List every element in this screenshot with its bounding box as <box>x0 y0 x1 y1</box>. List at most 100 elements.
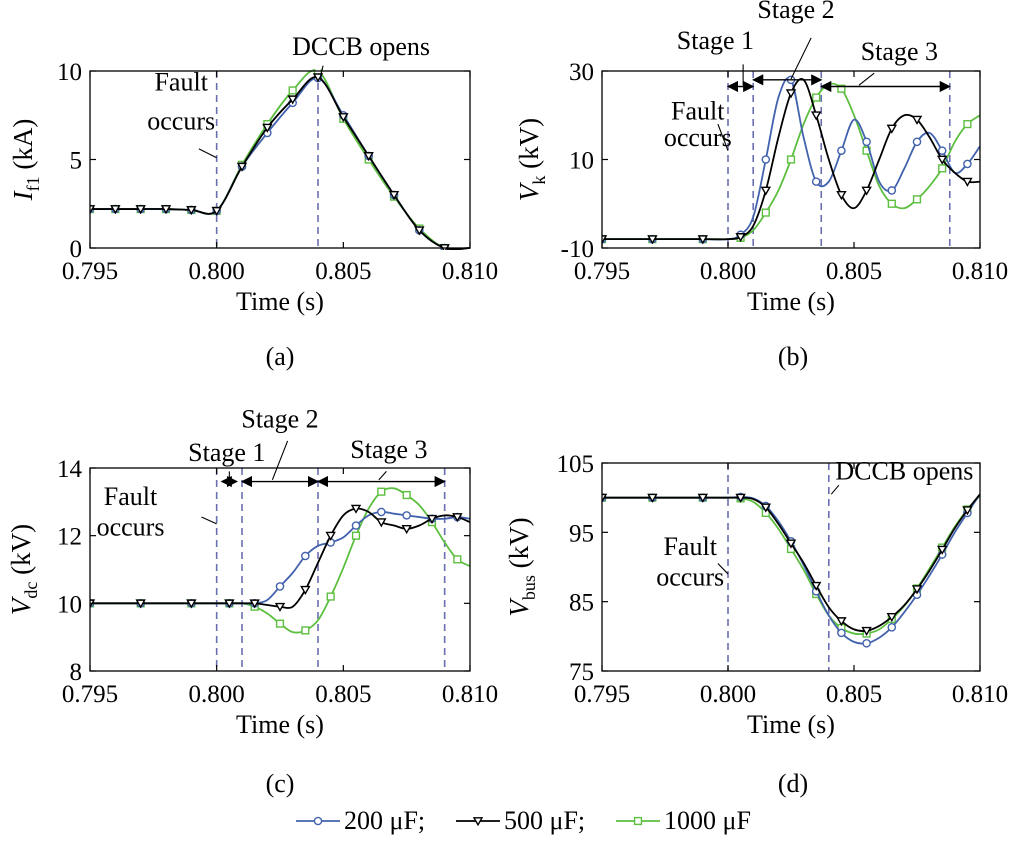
x-tick-label-b-3: 0.810 <box>952 258 1008 285</box>
annotation-leader-d-0 <box>717 563 729 575</box>
legend-marker-200 <box>313 816 323 826</box>
annotation-b-0: Fault <box>671 97 725 126</box>
x-tick-label-c-3: 0.810 <box>442 681 498 708</box>
data-point-b-1000-24 <box>963 119 972 129</box>
data-point-b-500-6 <box>735 233 746 243</box>
annotation-leader-a-1 <box>319 65 324 77</box>
data-point-d-500-4 <box>697 493 709 503</box>
data-point-c-200-10 <box>275 582 285 591</box>
data-point-a-500-3 <box>160 205 172 215</box>
series-group-b <box>602 75 980 245</box>
data-point-d-500-18 <box>886 613 898 623</box>
y-axis-label-main-b: V <box>514 181 544 201</box>
data-point-c-1000-10 <box>275 619 285 628</box>
annotation-leader-b-2 <box>790 37 812 80</box>
annotation-b-2: Stage 1 <box>677 26 754 55</box>
y-tick-label-c-1: 10 <box>57 591 82 618</box>
data-point-d-200-18 <box>887 623 897 632</box>
y-tick-label-c-3: 14 <box>57 456 83 483</box>
data-point-c-500-12 <box>300 585 311 596</box>
annotation-leader-c-2 <box>271 440 289 481</box>
x-tick-label-b-2: 0.805 <box>826 258 882 285</box>
data-point-c-500-14 <box>325 531 336 541</box>
panel-caption-a: (a) <box>266 342 295 371</box>
data-point-c-500-18 <box>376 518 387 528</box>
data-point-b-500-14 <box>836 191 847 201</box>
data-point-c-1000-24 <box>453 555 462 564</box>
x-tick-label-b-0: 0.795 <box>574 258 630 285</box>
data-point-a-500-6 <box>236 162 248 172</box>
data-point-b-1000-8 <box>761 208 770 217</box>
annotation-c-2: Stage 1 <box>188 438 265 467</box>
y-tick-label-a-2: 10 <box>57 59 82 86</box>
annotation-leader-c-0 <box>201 516 217 525</box>
x-tick-label-c-1: 0.800 <box>189 681 245 708</box>
series-group-a <box>90 69 470 250</box>
data-point-c-1000-12 <box>301 626 310 635</box>
data-point-b-200-16 <box>862 137 871 147</box>
annotation-c-0: Fault <box>104 482 158 511</box>
data-point-b-1000-12 <box>812 93 821 102</box>
x-tick-label-a-0: 0.795 <box>62 258 118 285</box>
data-point-b-500-16 <box>861 186 872 196</box>
y-tick-label-a-0: 0 <box>70 236 83 263</box>
annotation-b-3: Stage 2 <box>757 0 834 24</box>
data-point-a-1000-8 <box>288 86 297 95</box>
y-tick-label-a-1: 5 <box>70 148 83 175</box>
data-point-b-500-8 <box>760 186 772 196</box>
data-point-d-500-8 <box>760 503 772 513</box>
data-point-b-200-18 <box>887 186 897 195</box>
data-point-b-500-20 <box>911 115 923 125</box>
data-point-c-500-20 <box>401 525 412 535</box>
y-tick-label-c-0: 8 <box>70 659 83 686</box>
data-point-a-500-8 <box>287 95 298 105</box>
data-point-b-500-24 <box>962 177 973 187</box>
data-point-a-500-12 <box>388 191 400 201</box>
plot-frame-d <box>601 462 981 672</box>
annotation-a-1: occurs <box>147 106 215 135</box>
y-tick-label-d-2: 95 <box>569 520 594 547</box>
data-point-c-200-20 <box>402 511 411 520</box>
y-tick-label-b-0: -10 <box>561 236 594 263</box>
y-axis-label-main-a: I <box>8 189 38 201</box>
y-tick-label-d-3: 105 <box>557 451 595 478</box>
annotation-d-2: DCCB opens <box>835 457 973 486</box>
data-point-b-1000-22 <box>938 164 947 173</box>
annotation-d-0: Fault <box>663 532 717 561</box>
data-point-a-500-11 <box>363 152 374 162</box>
data-point-c-1000-14 <box>326 592 335 601</box>
panel-b: 0.795 0.800 0.805 0.810 -10 10 30 Time (s) Vk (k… <box>514 0 1008 371</box>
y-axis-label-c: Vdc (kV) <box>6 524 41 615</box>
data-point-b-200-14 <box>837 146 846 155</box>
data-point-c-500-2 <box>135 599 146 609</box>
y-axis-label-a: If1 (kA) <box>8 119 43 202</box>
panel-caption-b: (b) <box>778 342 808 371</box>
data-point-d-500-12 <box>810 581 822 591</box>
data-point-c-500-16 <box>350 504 362 514</box>
data-point-a-500-13 <box>414 226 425 236</box>
data-point-b-200-24 <box>963 159 972 169</box>
y-axis-label-unit-c: (kV) <box>6 524 36 582</box>
x-tick-label-a-3: 0.810 <box>442 258 498 285</box>
annotation-leader-d-1 <box>830 484 840 495</box>
data-point-c-500-10 <box>274 602 286 612</box>
x-tick-label-c-0: 0.795 <box>62 681 118 708</box>
data-point-d-500-2 <box>647 493 658 503</box>
annotation-b-4: Stage 3 <box>861 37 938 66</box>
data-point-c-1000-16 <box>351 531 361 540</box>
series-line-a-500 <box>90 76 470 250</box>
data-point-a-500-7 <box>262 123 273 133</box>
data-point-b-200-12 <box>811 177 821 186</box>
data-point-b-200-20 <box>912 137 922 147</box>
series-group-d <box>602 492 980 648</box>
y-tick-label-b-1: 10 <box>569 148 594 175</box>
legend-label-200: 200 μF; <box>344 806 425 835</box>
annotation-leader-c-3 <box>378 471 387 481</box>
data-point-a-500-9 <box>312 73 324 83</box>
data-point-b-500-18 <box>886 124 898 134</box>
annotation-leader-b-0 <box>717 123 729 151</box>
data-point-d-500-0 <box>602 493 608 503</box>
data-point-b-500-12 <box>810 111 822 121</box>
x-tick-label-c-2: 0.805 <box>315 681 371 708</box>
